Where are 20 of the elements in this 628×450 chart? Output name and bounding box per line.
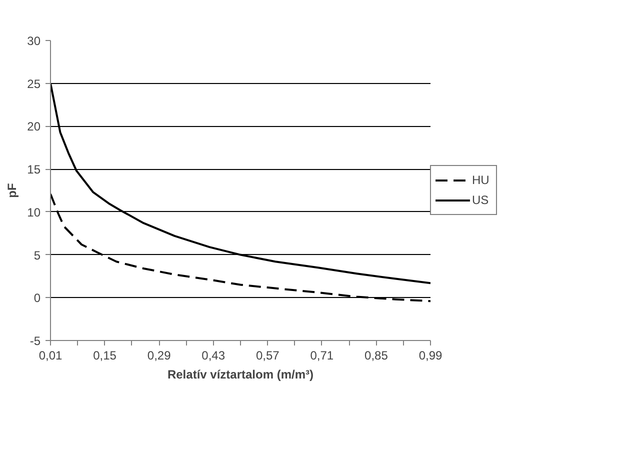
x-axis-title: Relatív víztartalom (m/m³) — [167, 368, 314, 382]
x-tick-label: 0,01 — [38, 348, 63, 362]
x-tick-label: 0,15 — [93, 348, 117, 362]
y-tick-label: 15 — [27, 162, 41, 177]
y-axis-title: pF — [5, 183, 20, 198]
x-tick-label: 0,57 — [256, 348, 280, 362]
y-tick-label: 0 — [34, 291, 41, 306]
y-tick-label: 30 — [27, 34, 41, 48]
y-tick-label: 25 — [27, 76, 41, 91]
x-tick-label: 0,99 — [418, 348, 443, 362]
x-tick-label: 0,85 — [364, 348, 388, 362]
x-tick-label: 0,29 — [147, 348, 172, 362]
legend-label: US — [472, 193, 490, 207]
x-tick-label: 0,71 — [310, 348, 334, 362]
y-tick-label: -5 — [30, 334, 41, 348]
legend-label: HU — [472, 173, 490, 187]
x-tick-label: 0,43 — [202, 348, 226, 362]
y-tick-label: 20 — [27, 120, 41, 134]
y-tick-label: 10 — [27, 205, 41, 220]
y-tick-label: 5 — [34, 248, 41, 262]
